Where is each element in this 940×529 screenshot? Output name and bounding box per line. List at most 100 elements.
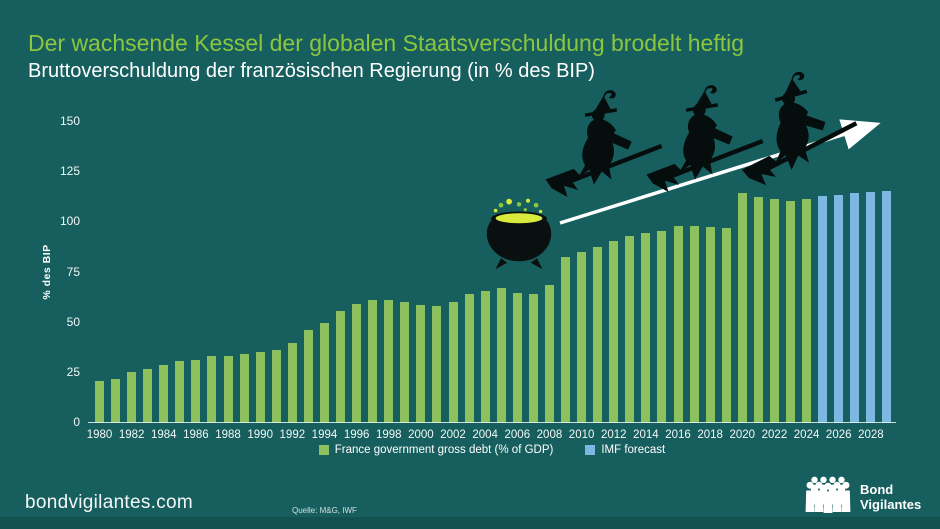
bar-2000 [416, 304, 426, 423]
page-title: Der wachsende Kessel der globalen Staats… [28, 30, 744, 56]
brand-name-line1: Bond [860, 482, 893, 497]
footer-strip [0, 517, 940, 529]
bar-1993 [303, 329, 313, 423]
x-tick-label: 2028 [858, 429, 884, 441]
bar-1988 [223, 356, 233, 423]
bar-1983 [143, 369, 153, 423]
y-tick-label: 50 [66, 314, 80, 329]
x-tick-label: 1980 [86, 429, 113, 441]
y-tick-label: 0 [73, 415, 80, 429]
bar-1984 [159, 364, 169, 423]
bar-1989 [239, 354, 249, 423]
y-tick-label: 125 [59, 164, 80, 179]
x-tick-label: 2018 [697, 429, 723, 441]
y-tick-label: 150 [59, 114, 80, 129]
crowd-icon [805, 476, 851, 513]
bar-2029 [882, 191, 892, 423]
x-axis-line [88, 422, 896, 424]
bar-1987 [207, 355, 217, 423]
legend-item-imf-forecast: IMF forecast [585, 444, 665, 456]
legend-label: France government gross debt (% of GDP) [334, 444, 554, 456]
x-tick-label: 1986 [183, 429, 209, 441]
bar-2015 [657, 231, 667, 423]
bar-2023 [786, 201, 795, 423]
bar-2017 [689, 226, 699, 423]
x-tick-label: 2024 [793, 429, 820, 441]
y-tick-label: 100 [59, 214, 80, 229]
x-tick-label: 2010 [568, 429, 595, 441]
bar-2025 [818, 196, 828, 423]
bar-2012 [609, 241, 619, 423]
bar-1981 [111, 378, 121, 423]
bar-2006 [512, 293, 522, 423]
x-tick-label: 2020 [729, 429, 756, 441]
x-tick-label: 2012 [600, 429, 627, 441]
bar-1990 [255, 351, 265, 423]
x-tick-label: 1988 [215, 429, 241, 441]
bar-2011 [593, 246, 603, 423]
brand-logo: Bond Vigilantes [805, 476, 921, 513]
bar-1997 [368, 300, 378, 423]
x-tick-label: 2022 [761, 429, 788, 441]
bar-2001 [432, 306, 442, 423]
bar-2003 [464, 293, 474, 423]
x-tick-label: 2008 [536, 429, 563, 441]
x-tick-label: 1996 [343, 429, 370, 441]
x-tick-label: 1990 [247, 429, 273, 441]
bar-2020 [737, 192, 747, 423]
bar-2021 [753, 196, 763, 423]
x-tick-label: 1992 [279, 429, 306, 441]
legend-item-gross-debt: France government gross debt (% of GDP) [318, 444, 554, 456]
bar-2028 [866, 192, 876, 423]
x-tick-label: 2004 [472, 429, 498, 441]
x-tick-label: 2014 [633, 429, 659, 441]
bar-1992 [287, 342, 297, 423]
y-tick-label: 25 [66, 364, 80, 379]
bar-2010 [577, 251, 587, 423]
chart-legend: France government gross debt (% of GDP) … [88, 444, 896, 456]
source-note: Quelle: M&G, IWF [292, 506, 357, 515]
chart-subtitle: Bruttoverschuldung der französischen Reg… [28, 60, 595, 82]
bar-1980 [95, 381, 104, 423]
bar-2027 [850, 193, 860, 423]
bar-2008 [544, 285, 554, 423]
bar-1996 [352, 304, 362, 423]
y-tick-label: 75 [66, 264, 80, 279]
x-tick-label: 1998 [375, 429, 402, 441]
bar-1994 [319, 322, 329, 423]
bar-2007 [528, 293, 538, 423]
bar-1998 [384, 300, 394, 423]
bar-1999 [400, 301, 410, 423]
bar-2024 [802, 198, 812, 423]
x-tick-label: 2016 [665, 429, 691, 441]
bar-2014 [641, 232, 651, 423]
x-tick-label: 2006 [504, 429, 531, 441]
green-swatch-icon [318, 445, 329, 455]
bar-1982 [127, 372, 137, 423]
bar-2026 [834, 194, 844, 423]
bar-2013 [625, 235, 635, 423]
bar-2005 [496, 287, 506, 423]
bar-2019 [721, 227, 731, 423]
bar-1991 [271, 350, 281, 423]
brand-name-line2: Vigilantes [860, 497, 921, 512]
blue-swatch-icon [585, 445, 596, 455]
bar-2004 [480, 290, 490, 423]
x-tick-label: 1984 [150, 429, 177, 441]
bar-2018 [705, 226, 715, 423]
bar-1995 [336, 310, 346, 423]
x-tick-label: 2000 [408, 429, 434, 441]
bar-1985 [175, 361, 185, 423]
website-link[interactable]: bondvigilantes.com [25, 492, 194, 513]
bar-2009 [561, 256, 571, 423]
legend-label: IMF forecast [601, 444, 666, 456]
bar-2022 [769, 198, 779, 423]
bar-2002 [448, 302, 458, 423]
x-tick-label: 2026 [825, 429, 852, 441]
x-tick-label: 1994 [311, 429, 338, 441]
x-tick-label: 2002 [440, 429, 466, 441]
bar-1986 [191, 360, 201, 423]
x-tick-label: 1982 [118, 429, 145, 441]
